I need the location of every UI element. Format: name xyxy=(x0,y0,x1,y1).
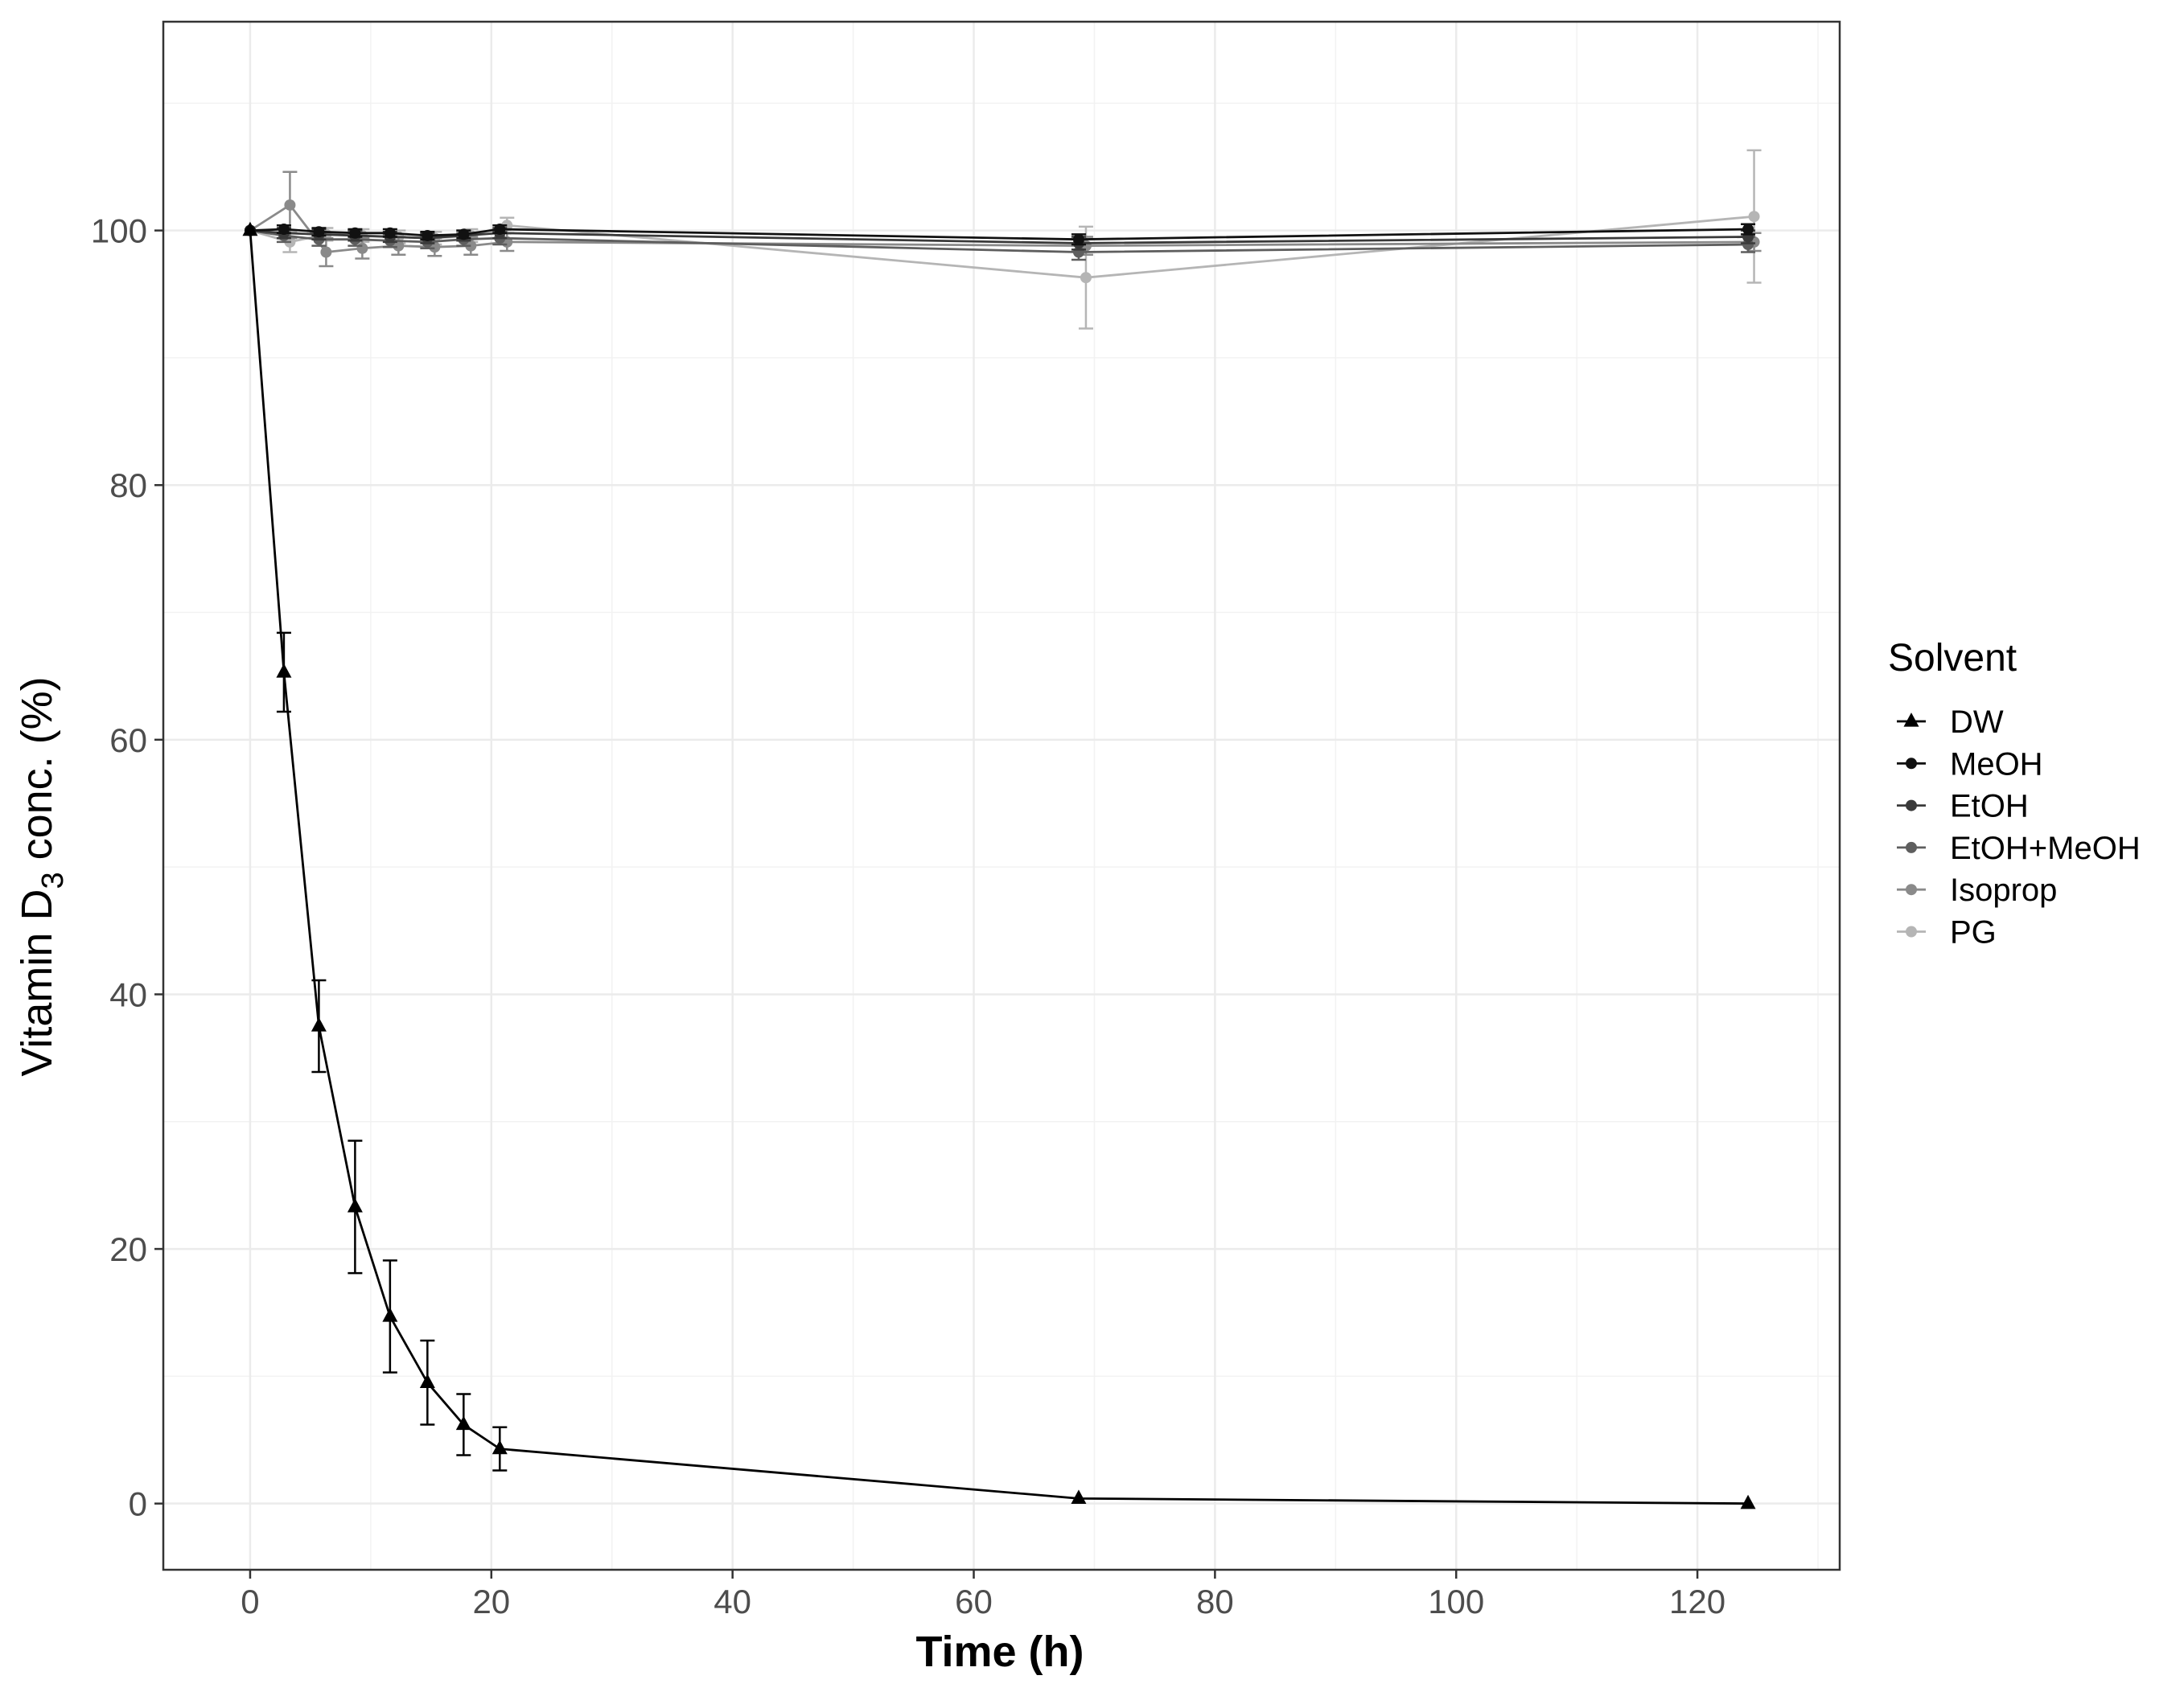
grid-minor xyxy=(163,22,1840,1570)
x-axis-title: Time (h) xyxy=(915,1628,1084,1676)
legend-key-marker xyxy=(1906,841,1917,853)
legend-key-marker xyxy=(1906,758,1917,770)
y-axis-title: Vitamin D3 conc. (%) xyxy=(13,676,70,1076)
data-point-meoh xyxy=(278,224,290,236)
data-point-meoh xyxy=(349,227,361,239)
legend-key-marker xyxy=(1906,799,1917,811)
y-tick-label: 80 xyxy=(109,466,147,504)
y-axis-title-main: Vitamin D xyxy=(13,889,61,1077)
x-tick-label: 20 xyxy=(472,1583,510,1620)
series-line-dw xyxy=(249,230,1749,1505)
data-point-dw xyxy=(455,1415,471,1431)
series-isoprop xyxy=(244,170,1762,268)
series-dw xyxy=(242,221,1756,1509)
series-meoh xyxy=(244,223,1756,246)
data-point-dw xyxy=(419,1374,435,1388)
data-point-meoh xyxy=(384,227,396,239)
legend-label-etoh: EtOH xyxy=(1950,789,2029,824)
y-tick-label: 0 xyxy=(129,1485,147,1523)
legend-label-isoprop: Isoprop xyxy=(1950,873,2057,908)
data-point-meoh xyxy=(422,229,434,241)
series-line-etoh xyxy=(249,229,1749,244)
data-point-dw xyxy=(347,1197,363,1213)
legend-label-dw: DW xyxy=(1950,704,2004,740)
legend-key-marker xyxy=(1906,926,1917,938)
data-point-isoprop xyxy=(320,246,332,258)
series-line-isoprop xyxy=(249,203,1754,253)
data-point-pg xyxy=(1080,272,1092,284)
data-point-dw xyxy=(382,1308,398,1322)
legend-item-isoprop: Isoprop xyxy=(1897,873,2057,908)
legend-item-etoh: EtOH xyxy=(1897,789,2029,824)
x-tick-label: 0 xyxy=(241,1583,259,1620)
legend-label-meoh: MeOH xyxy=(1950,746,2043,782)
series-layer xyxy=(242,149,1762,1509)
series-line-meoh xyxy=(249,228,1749,241)
y-tick-label: 20 xyxy=(109,1230,147,1268)
x-tick-label: 100 xyxy=(1428,1583,1484,1620)
data-point-meoh xyxy=(494,224,506,236)
legend-label-etoh-meoh: EtOH+MeOH xyxy=(1950,831,2141,866)
data-point-isoprop xyxy=(356,242,368,254)
y-axis-title-subscript: 3 xyxy=(36,872,70,889)
data-point-meoh xyxy=(1742,224,1754,236)
grid-major xyxy=(163,22,1840,1570)
data-point-dw xyxy=(1740,1494,1756,1509)
legend-key-marker xyxy=(1903,713,1919,727)
data-point-dw xyxy=(1071,1489,1087,1504)
legend-item-meoh: MeOH xyxy=(1897,746,2043,782)
data-point-dw xyxy=(492,1439,508,1455)
legend: Solvent DW MeOH EtOH EtOH+MeOH Isoprop PG xyxy=(1888,637,2141,951)
series-line-etoh-meoh xyxy=(249,229,1749,253)
axis-ticks xyxy=(154,229,1699,1579)
data-point-meoh xyxy=(1072,233,1084,245)
data-point-dw xyxy=(242,221,258,236)
x-tick-label: 120 xyxy=(1669,1583,1725,1620)
y-tick-label: 100 xyxy=(91,212,147,250)
plot-panel-border xyxy=(162,20,1841,1571)
data-point-meoh xyxy=(458,228,470,240)
legend-key-marker xyxy=(1906,884,1917,896)
y-axis-title-tail: conc. (%) xyxy=(13,676,61,872)
legend-item-dw: DW xyxy=(1897,704,2004,740)
y-tick-label: 40 xyxy=(109,975,147,1013)
x-tick-label: 60 xyxy=(955,1583,993,1620)
legend-label-pg: PG xyxy=(1950,915,1997,951)
y-tick-label: 60 xyxy=(109,721,147,759)
data-point-isoprop xyxy=(284,199,296,211)
legend-item-etoh-meoh: EtOH+MeOH xyxy=(1897,831,2141,866)
x-tick-label: 40 xyxy=(714,1583,751,1620)
data-point-meoh xyxy=(313,226,325,238)
data-point-dw xyxy=(311,1017,327,1032)
legend-item-pg: PG xyxy=(1897,915,1997,951)
tick-labels: 0 20 40 60 80 100 120 0 20 40 60 80 100 xyxy=(91,212,1725,1620)
x-tick-label: 80 xyxy=(1196,1583,1234,1620)
data-point-dw xyxy=(276,663,292,678)
legend-title: Solvent xyxy=(1888,637,2017,680)
data-point-pg xyxy=(1748,211,1760,223)
